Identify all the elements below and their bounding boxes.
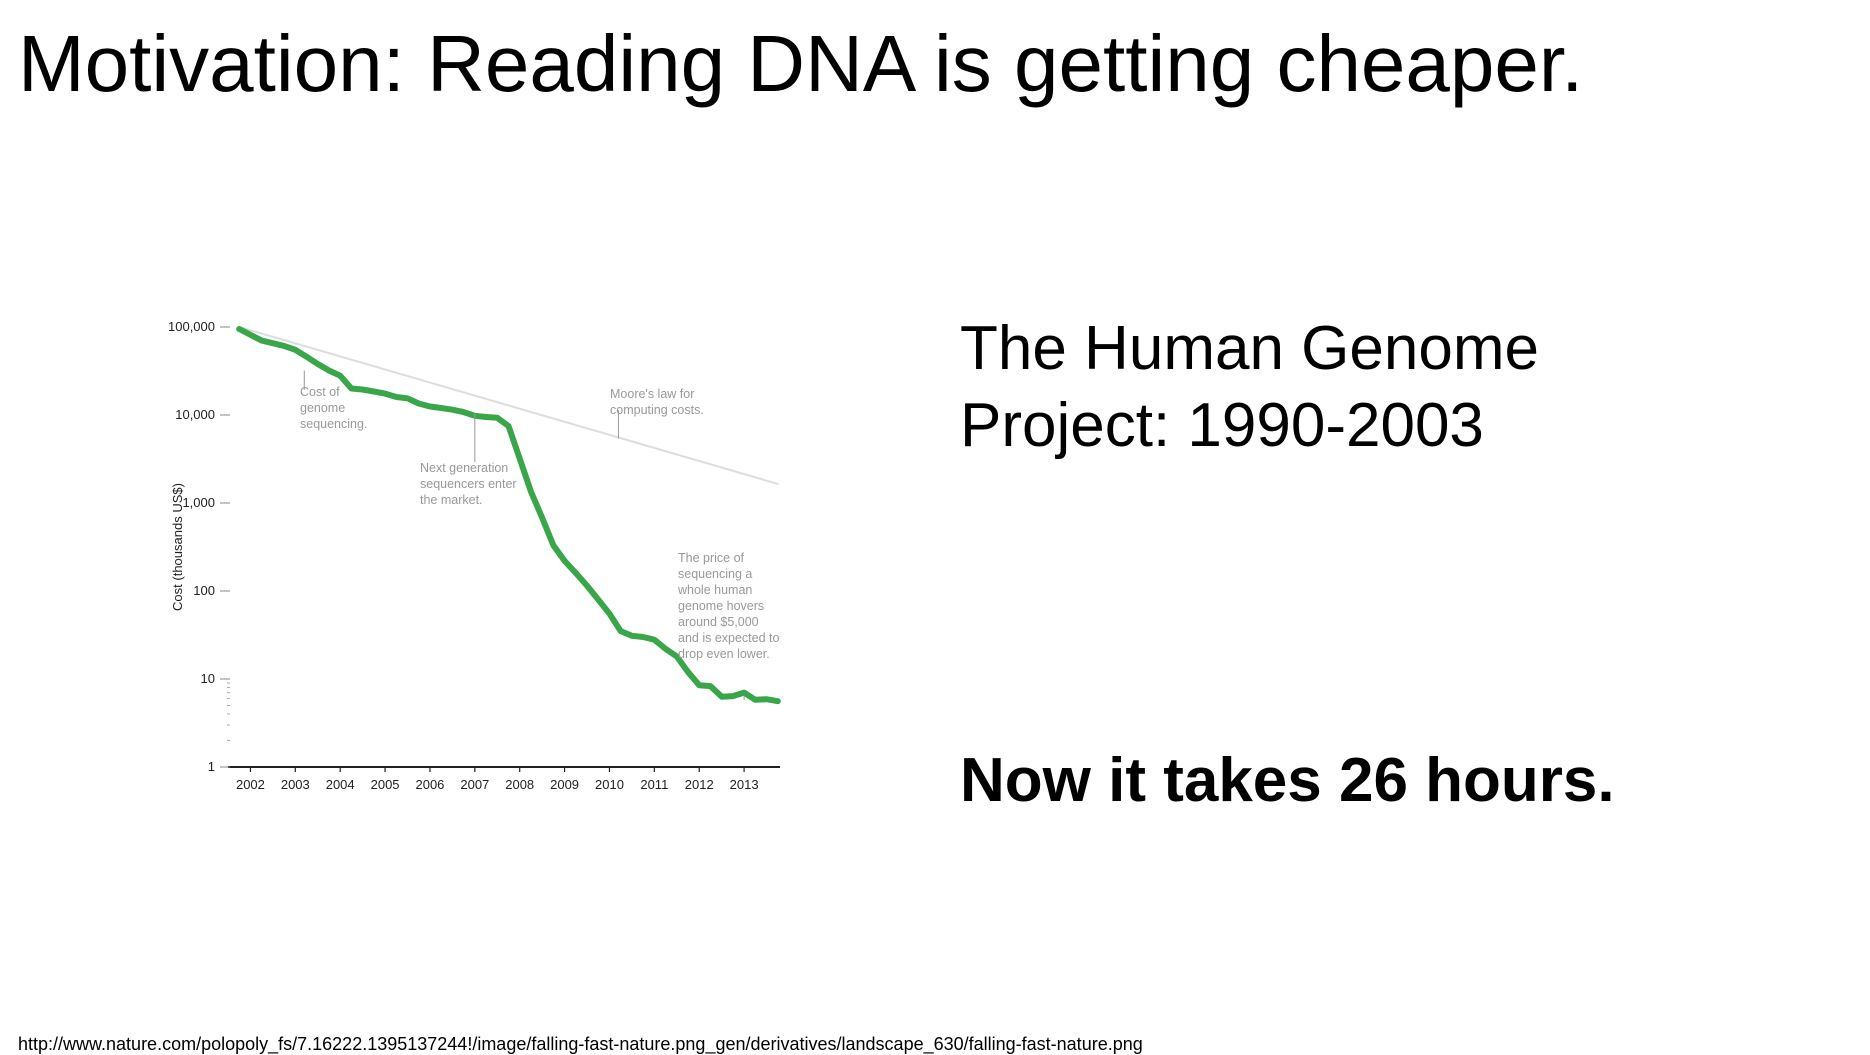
- source-url: http://www.nature.com/polopoly_fs/7.1622…: [18, 1034, 1143, 1054]
- annotation-text: computing costs.: [610, 403, 704, 417]
- annotation-text: Next generation: [420, 461, 508, 475]
- x-tick-label: 2012: [685, 777, 714, 792]
- now-statement: Now it takes 26 hours.: [960, 746, 1615, 815]
- x-tick-label: 2008: [505, 777, 534, 792]
- annotation-text: genome hovers: [678, 599, 764, 613]
- annotation-text: The price of: [678, 551, 745, 565]
- x-tick-label: 2004: [326, 777, 355, 792]
- annotation-text: and is expected to: [678, 631, 780, 645]
- y-axis-label: Cost (thousands US$): [170, 483, 185, 611]
- human-genome-project-text: The Human Genome Project: 1990-2003: [960, 310, 1539, 464]
- x-tick-label: 2011: [640, 777, 668, 792]
- y-tick-label: 1,000: [182, 495, 215, 510]
- annotation-text: Cost of: [300, 385, 340, 399]
- y-tick-label: 1: [208, 759, 215, 774]
- x-tick-label: 2005: [371, 777, 400, 792]
- x-tick-label: 2007: [460, 777, 489, 792]
- annotation-text: sequencing a: [678, 567, 752, 581]
- slide-title: Motivation: Reading DNA is getting cheap…: [18, 19, 1584, 108]
- x-tick-label: 2010: [595, 777, 624, 792]
- x-tick-label: 2013: [730, 777, 759, 792]
- annotation-text: sequencers enter: [420, 477, 517, 491]
- annotation-text: genome: [300, 401, 345, 415]
- y-tick-label: 100: [193, 583, 215, 598]
- annotation-text: around $5,000: [678, 615, 759, 629]
- x-tick-label: 2006: [415, 777, 444, 792]
- annotation-text: drop even lower.: [678, 647, 770, 661]
- x-tick-label: 2003: [281, 777, 310, 792]
- annotation-text: sequencing.: [300, 417, 367, 431]
- annotation-text: the market.: [420, 493, 483, 507]
- x-tick-label: 2009: [550, 777, 579, 792]
- y-tick-label: 10: [201, 671, 215, 686]
- genome-cost-chart: 1 10 100 1,000 10,000 100,000 2002 2003 2004 2005…: [160, 300, 800, 810]
- moores-law-line: [238, 326, 779, 485]
- project-line-1: The Human Genome: [960, 314, 1539, 383]
- x-tick-label: 2002: [236, 777, 265, 792]
- annotation-text: whole human: [677, 583, 752, 597]
- annotation-text: Moore's law for: [610, 387, 694, 401]
- chart-svg: 1 10 100 1,000 10,000 100,000 2002 2003 2004 2005…: [168, 319, 781, 792]
- genome-cost-line: [236, 326, 781, 705]
- y-tick-label: 10,000: [175, 407, 215, 422]
- y-tick-label: 100,000: [168, 319, 215, 334]
- project-line-2: Project: 1990-2003: [960, 391, 1484, 460]
